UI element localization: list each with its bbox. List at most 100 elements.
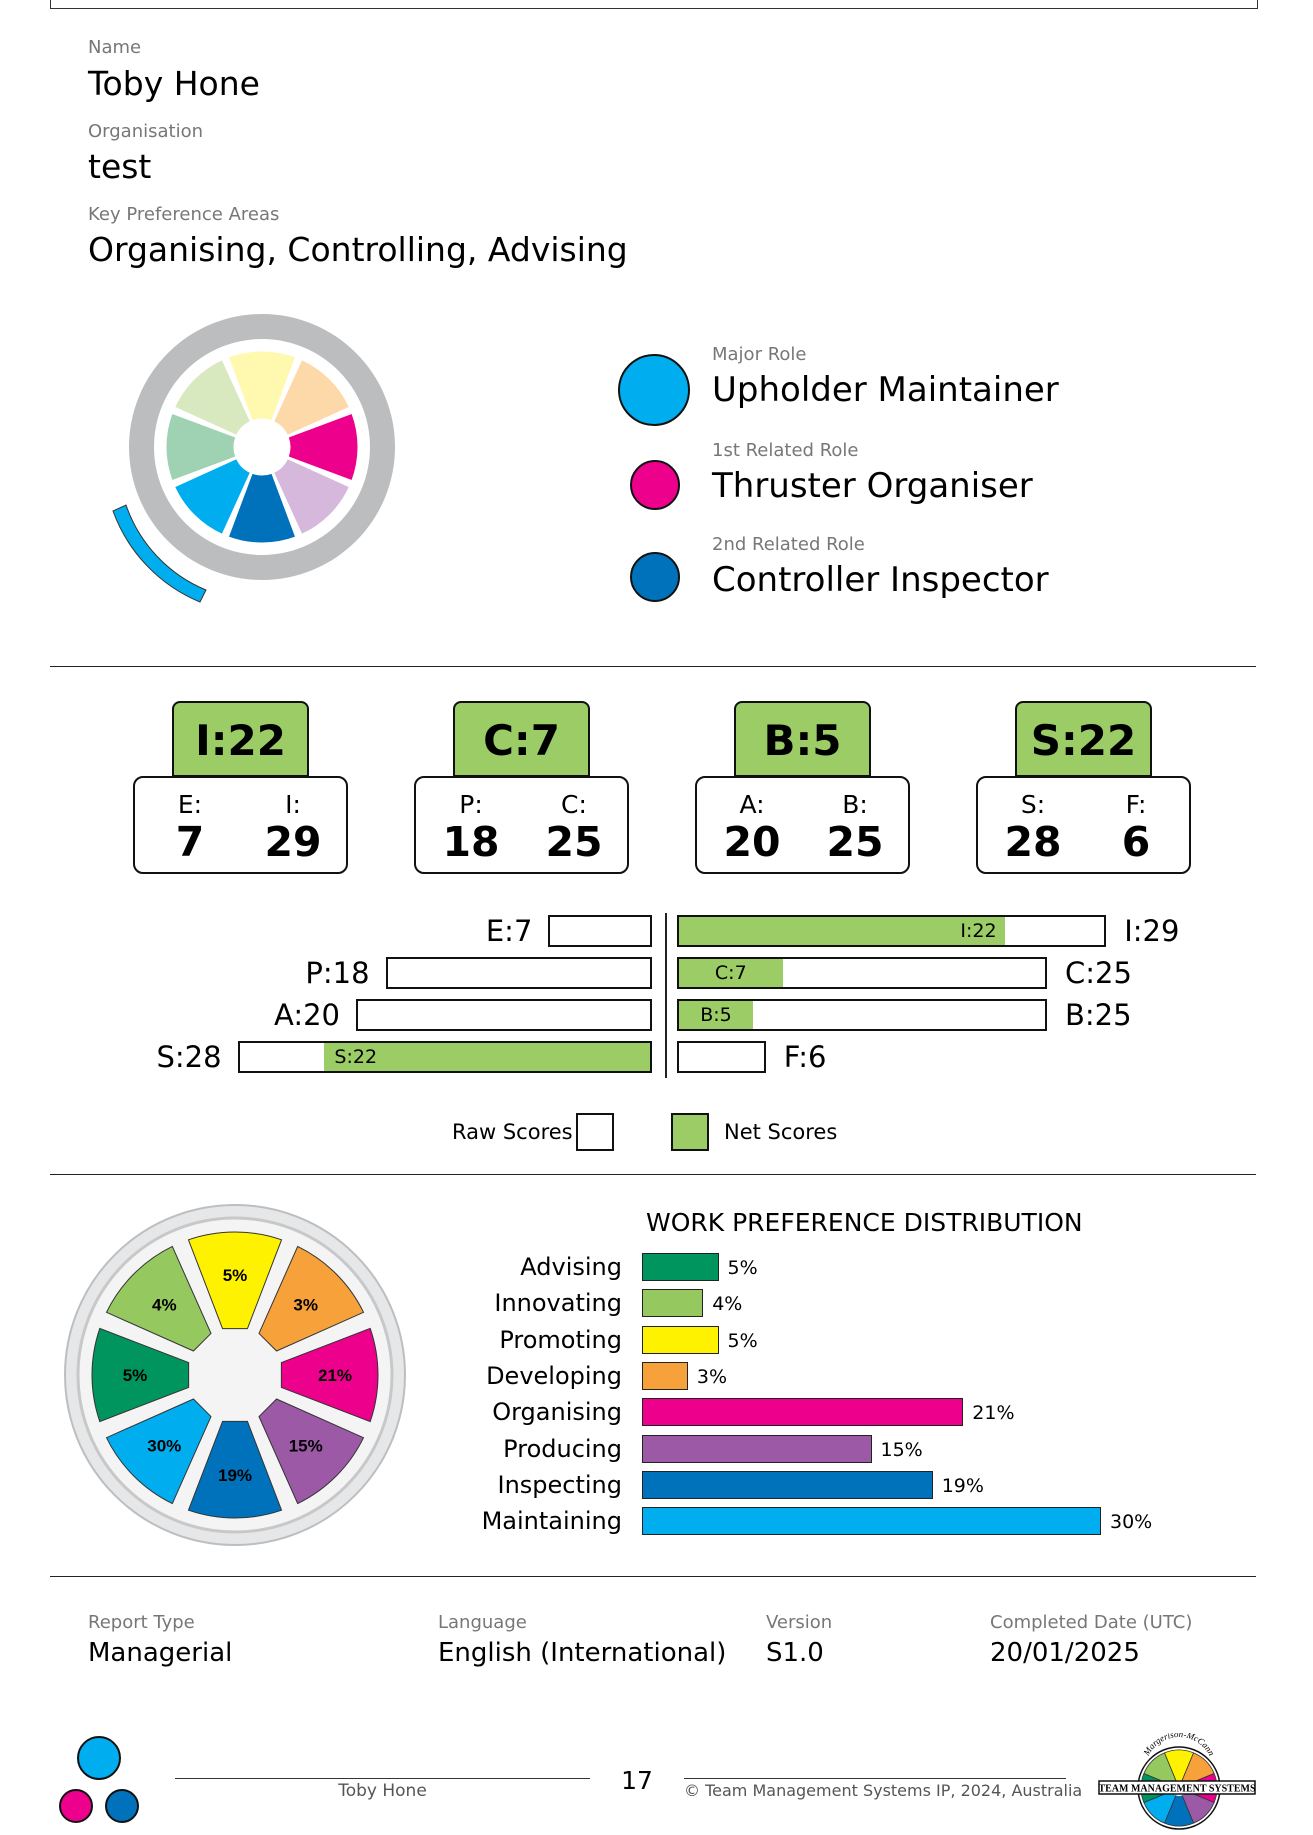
logo-text: TEAM MANAGEMENT SYSTEMS [1098,1784,1255,1795]
raw-bar-left-label: S:28 [156,1040,222,1074]
raw-bar-left [356,999,652,1031]
net-bar: I:22 [679,917,1005,945]
net-bar: B:5 [679,1001,753,1029]
wheel-segment-inspecting [187,1420,283,1519]
version-label: Version [766,1612,833,1633]
raw-bar-right: I:22 [677,915,1107,947]
raw-score-box: P: C: 18 25 [414,776,629,874]
copyright: © Team Management Systems IP, 2024, Aust… [684,1781,1083,1800]
name-label: Name [88,37,142,58]
wheel-segment-label: 5% [123,1366,148,1385]
raw-score-left-value: 7 [175,818,205,866]
chart-value-label: 30% [1110,1511,1153,1534]
chart-bar [642,1361,688,1390]
work-preference-wheel: 5% 3% 21% 15% 19% 30% 5% 4% [64,1204,406,1546]
footer-rule-left [175,1778,590,1779]
net-score-tab: B:5 [734,701,871,777]
top-frame [50,0,1258,9]
role-wheel-hub [234,419,290,475]
chart-category-label: Maintaining [481,1507,622,1536]
logo-banner [1098,1780,1256,1795]
logo-dot-pink [59,1789,93,1823]
chart-category-label: Inspecting [497,1470,622,1499]
report-type-value: Managerial [88,1638,233,1668]
divider [50,1174,1256,1175]
second-related-role-label: 2nd Related Role [712,534,865,555]
first-related-role-name: Thruster Organiser [712,466,1033,506]
raw-bar-right [677,1041,766,1073]
chart-value-label: 4% [712,1293,743,1316]
chart-category-label: Developing [486,1361,622,1390]
organisation-label: Organisation [88,121,204,142]
chart-value-label: 3% [696,1365,728,1388]
kpa-value: Organising, Controlling, Advising [88,230,628,269]
raw-bar-right-label: I:29 [1124,914,1180,948]
chart-title: WORK PREFERENCE DISTRIBUTION [646,1208,1083,1237]
legend-net-swatch [671,1113,709,1151]
raw-score-right-label: I: [285,790,301,819]
chart-bar [642,1325,719,1354]
raw-bar-right: C:7 [677,957,1047,989]
footer-name: Toby Hone [338,1781,427,1801]
major-role-label: Major Role [712,344,807,365]
raw-bar-right-label: C:25 [1065,956,1132,990]
raw-bar-left: S:22 [237,1041,652,1073]
raw-score-box: A: B: 20 25 [695,776,910,874]
chart-bar [642,1507,1101,1536]
wheel-segment-producing [258,1398,365,1505]
wheel-segment-label: 30% [147,1437,181,1456]
chart-bar [642,1398,964,1427]
chart-category-label: Organising [492,1398,622,1427]
organisation-value: test [88,147,152,186]
second-related-role-dot [630,552,680,602]
raw-score-left-value: 18 [442,818,500,866]
logo-dot-navy [105,1789,139,1823]
report-type-label: Report Type [88,1612,195,1633]
name-value: Toby Hone [88,64,260,103]
chart-value-label: 15% [880,1438,923,1461]
language-value: English (International) [438,1638,727,1668]
raw-score-left-value: 28 [1004,818,1062,866]
wheel-segment-organising [280,1327,379,1423]
kpa-label: Key Preference Areas [88,204,280,225]
raw-score-left-value: 20 [723,818,781,866]
major-role-name: Upholder Maintainer [712,370,1059,410]
score-bars-axis [665,913,667,1078]
tms-logo: TEAM MANAGEMENT SYSTEMS Margerison-McCan… [1098,1733,1256,1830]
net-score-tab: I:22 [172,701,309,777]
raw-bar-right: B:5 [677,999,1047,1031]
chart-value-label: 19% [941,1474,984,1497]
divider [50,666,1256,667]
wheel-segment-label: 3% [293,1295,318,1314]
legend-net-label: Net Scores [724,1120,838,1144]
raw-bar-left [385,957,652,989]
wheel-segment-label: 19% [218,1466,252,1485]
wheel-segment-label: 21% [318,1366,352,1385]
page-number: 17 [621,1766,653,1795]
tms-dots-logo [59,1736,139,1823]
raw-score-right-label: F: [1125,790,1147,819]
wheel-segment-label: 5% [223,1266,248,1285]
raw-score-right-value: 29 [264,818,322,866]
net-bar: S:22 [324,1043,650,1071]
chart-bar [642,1434,872,1463]
logo-wheel-segment [1143,1752,1180,1789]
wheel-segment-advising [91,1327,190,1423]
major-role-dot [618,354,690,426]
divider [50,1576,1256,1577]
second-related-role-name: Controller Inspector [712,560,1049,600]
footer-rule-right [684,1778,1066,1779]
net-score-tab: C:7 [453,701,590,777]
completed-date-label: Completed Date (UTC) [990,1612,1193,1633]
net-score-tab: S:22 [1015,701,1152,777]
raw-score-box: S: F: 28 6 [976,776,1191,874]
raw-bar-left-label: A:20 [273,998,340,1032]
chart-category-label: Innovating [494,1289,622,1318]
wheel-segment-label: 4% [152,1295,177,1314]
raw-score-left-label: P: [459,790,483,819]
wheel-segment-developing [258,1245,365,1352]
chart-value-label: 21% [972,1402,1015,1425]
raw-score-right-value: 6 [1121,818,1151,866]
first-related-role-label: 1st Related Role [712,440,859,461]
raw-score-left-label: A: [739,790,765,819]
